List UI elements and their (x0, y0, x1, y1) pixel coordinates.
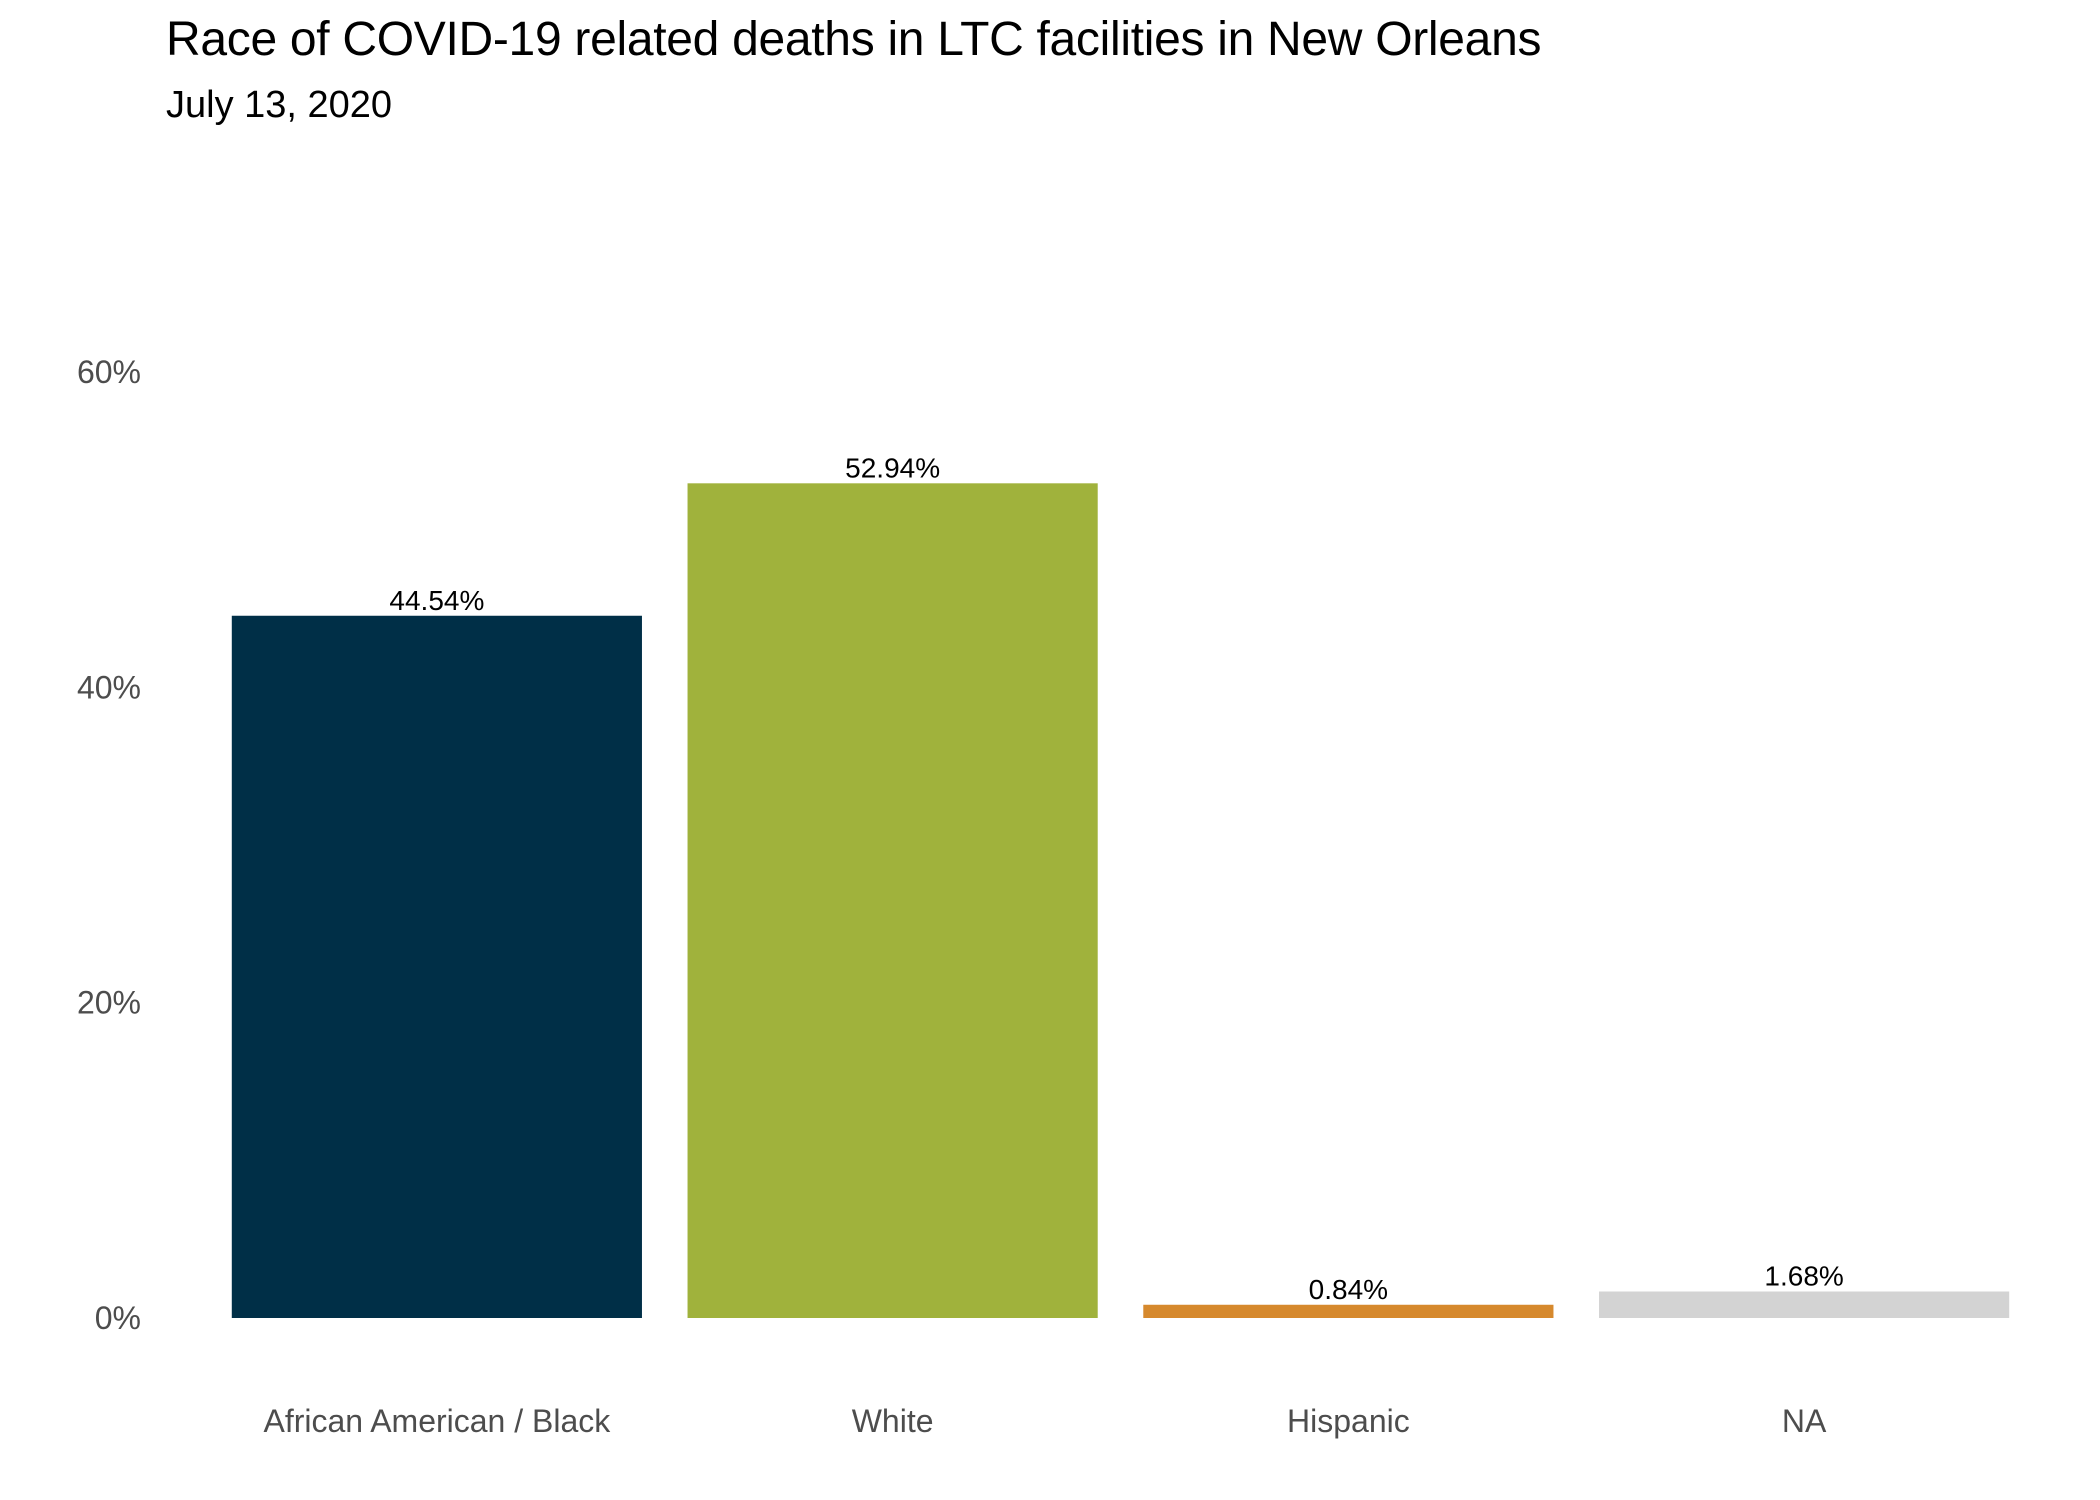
x-tick-label: White (852, 1403, 934, 1439)
chart-subtitle: July 13, 2020 (166, 84, 393, 126)
y-axis: 0% 20% 40% 60% (77, 354, 141, 1336)
bars (231, 483, 2010, 1319)
x-tick-label: NA (1782, 1403, 1827, 1439)
x-tick-label: Hispanic (1287, 1403, 1410, 1439)
bar-white (687, 483, 1098, 1319)
data-label: 0.84% (1309, 1274, 1388, 1305)
x-tick-label: African American / Black (263, 1403, 611, 1439)
data-labels: 44.54% 52.94% 0.84% 1.68% (389, 452, 1843, 1304)
data-label: 52.94% (845, 452, 940, 483)
y-tick-label: 20% (77, 985, 141, 1021)
chart-title: Race of COVID-19 related deaths in LTC f… (166, 13, 1542, 66)
bar-african-american-black (231, 615, 642, 1318)
x-axis: African American / Black White Hispanic NA (263, 1403, 1827, 1439)
y-tick-label: 40% (77, 669, 141, 705)
data-label: 1.68% (1764, 1261, 1843, 1292)
y-tick-label: 0% (95, 1300, 141, 1336)
bar-hispanic (1143, 1304, 1554, 1318)
y-tick-label: 60% (77, 354, 141, 390)
bar-na (1599, 1291, 2010, 1318)
data-label: 44.54% (389, 585, 484, 616)
